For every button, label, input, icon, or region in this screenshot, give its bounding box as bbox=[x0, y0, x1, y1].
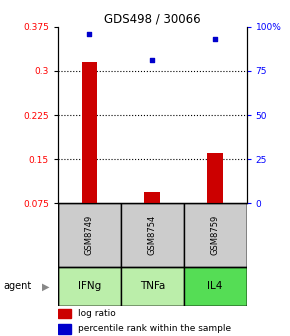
Bar bbox=[184, 267, 246, 306]
Text: agent: agent bbox=[3, 282, 31, 291]
Bar bbox=[144, 192, 160, 203]
Bar bbox=[58, 203, 121, 267]
Bar bbox=[121, 203, 184, 267]
Bar bbox=[58, 324, 71, 334]
Text: IFNg: IFNg bbox=[78, 282, 101, 291]
Text: GSM8754: GSM8754 bbox=[148, 215, 157, 255]
Text: GSM8759: GSM8759 bbox=[211, 215, 220, 255]
Text: percentile rank within the sample: percentile rank within the sample bbox=[78, 324, 231, 333]
Title: GDS498 / 30066: GDS498 / 30066 bbox=[104, 13, 201, 26]
Text: log ratio: log ratio bbox=[78, 309, 115, 318]
Point bbox=[150, 58, 155, 63]
Text: TNFa: TNFa bbox=[139, 282, 165, 291]
Point bbox=[87, 31, 92, 37]
Bar bbox=[58, 267, 121, 306]
Text: IL4: IL4 bbox=[207, 282, 223, 291]
Text: GSM8749: GSM8749 bbox=[85, 215, 94, 255]
Bar bbox=[81, 62, 97, 203]
Bar bbox=[184, 203, 246, 267]
Bar bbox=[207, 153, 223, 203]
Bar bbox=[58, 309, 71, 319]
Bar bbox=[121, 267, 184, 306]
Text: ▶: ▶ bbox=[42, 282, 50, 291]
Point bbox=[213, 37, 218, 42]
